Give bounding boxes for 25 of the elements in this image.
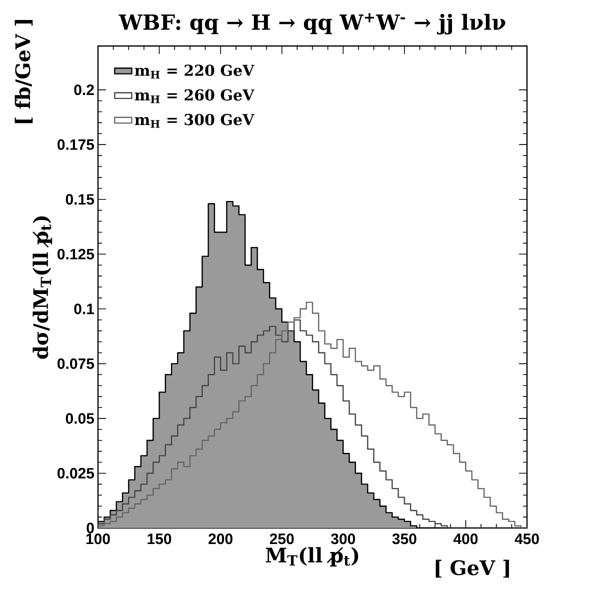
legend-label: m$_{H}$ = 220 GeV — [134, 64, 254, 78]
x-tick-label: 400 — [453, 534, 478, 544]
x-tick-label: 100 — [86, 534, 110, 544]
x-tick-label: 150 — [148, 534, 172, 544]
legend-label: m$_{H}$ = 300 GeV — [134, 114, 254, 128]
x-axis-title: M$_{T}$(ll p̸$_{t}$) — [266, 547, 358, 567]
text: [ fb/GeV ] — [14, 20, 33, 124]
y-tick-label: 0.15 — [66, 194, 94, 205]
chart-title: WBF: qq → H → qq W$^{+}$W$^{-}$ → jj lνlν — [118, 13, 506, 34]
x-tick-label: 250 — [270, 534, 294, 544]
y-tick-label: 0.175 — [58, 139, 94, 150]
x-tick-label: 300 — [330, 534, 356, 544]
x-tick-label: 200 — [208, 534, 232, 544]
y-tick-label: 0.025 — [58, 468, 94, 479]
y-tick-label: 0.125 — [58, 248, 94, 260]
x-tick-label: 350 — [392, 534, 416, 544]
legend-label: m$_{H}$ = 260 GeV — [134, 89, 254, 104]
y-tick-label: 0.075 — [58, 358, 94, 369]
y-tick-label: 0.05 — [66, 413, 94, 424]
y-axis-title: dσ/dM$_{T}$(ll p̸$_{t}$) — [32, 216, 52, 359]
y-tick-label: 0.1 — [74, 304, 94, 314]
x-tick-label: 450 — [514, 534, 539, 544]
y-tick-label: 0.2 — [74, 84, 94, 96]
text: [ GeV ] — [436, 560, 509, 578]
y-tick-label: 0 — [86, 522, 94, 534]
